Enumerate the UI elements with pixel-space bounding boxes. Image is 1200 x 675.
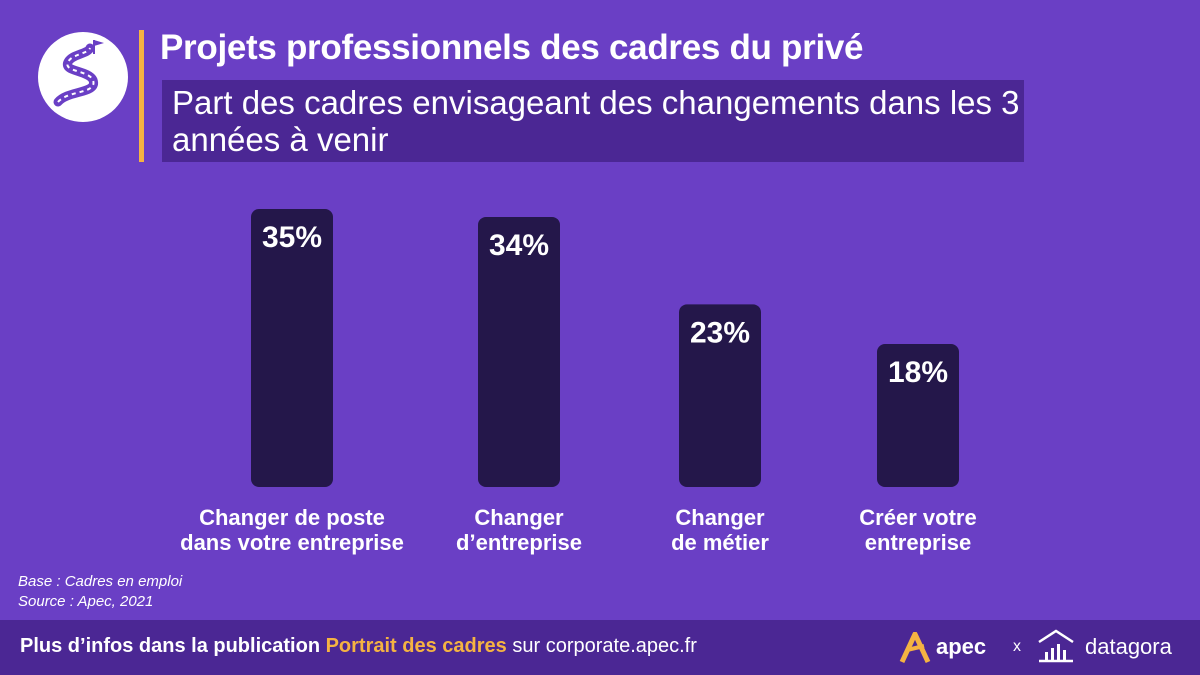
bar-3: [877, 344, 959, 487]
category-label-3-1: entreprise: [865, 530, 971, 555]
brand-separator: x: [1013, 638, 1021, 655]
title-accent-bar: [139, 30, 144, 162]
apec-brand: apec: [936, 634, 987, 659]
footer-prefix: Plus d’infos dans la publication: [20, 635, 321, 657]
bar-0: [251, 209, 333, 487]
category-label-0-1: dans votre entreprise: [180, 530, 404, 555]
footer-suffix: sur corporate.apec.fr: [512, 635, 697, 657]
bar-1: [478, 216, 560, 487]
footer-text: Plus d’infos dans la publication Portrai…: [20, 635, 697, 658]
footer-bar: Plus d’infos dans la publication Portrai…: [0, 620, 1200, 675]
category-label-2-1: de métier: [671, 530, 769, 555]
page-title: Projets professionnels des cadres du pri…: [160, 28, 864, 67]
datagora-logo-icon: [1038, 629, 1074, 663]
subtitle-box: Part des cadres envisageant des changeme…: [162, 80, 1024, 162]
source-text: Source : Apec, 2021: [18, 593, 154, 610]
bar-value-label-3: 18%: [888, 356, 948, 389]
base-text: Base : Cadres en emploi: [18, 573, 183, 590]
bar-2: [679, 304, 761, 487]
datagora-brand: datagora: [1085, 634, 1172, 659]
road-flag-icon: [53, 40, 104, 107]
publication-link[interactable]: Portrait des cadres: [325, 635, 507, 657]
apec-logo-icon: [899, 632, 931, 664]
chart-subtitle: Part des cadres envisageant des changeme…: [172, 84, 1020, 158]
source-note: Base : Cadres en emploi Source : Apec, 2…: [18, 572, 182, 612]
category-label-1-0: Changer: [474, 505, 564, 530]
bar-value-label-1: 34%: [489, 229, 549, 262]
category-label-0-0: Changer de poste: [199, 505, 385, 530]
category-label-3-0: Créer votre: [859, 505, 976, 530]
bar-value-label-0: 35%: [262, 221, 322, 254]
category-label-2-0: Changer: [675, 505, 765, 530]
road-logo: [38, 32, 128, 122]
category-label-1-1: d’entreprise: [456, 530, 582, 555]
bar-value-label-2: 23%: [690, 316, 750, 349]
